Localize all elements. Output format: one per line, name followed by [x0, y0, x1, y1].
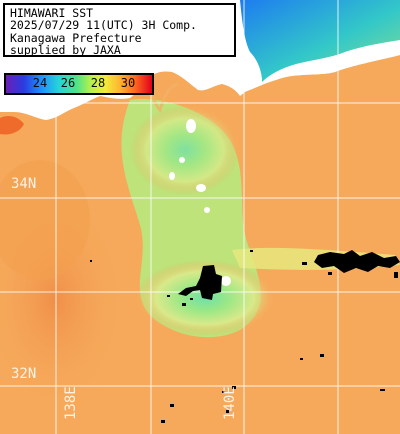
- land-kozushima: [196, 184, 206, 192]
- cloud-mask-speck: [380, 389, 385, 391]
- color-scale-tick-28: 28: [90, 76, 106, 90]
- land-mikurajima: [221, 276, 231, 286]
- cloud-mask-speck: [182, 303, 186, 306]
- map-title: HIMAWARI SST: [10, 6, 94, 20]
- lon-label-138e: 138E: [63, 386, 79, 420]
- cloud-mask-speck: [302, 262, 307, 265]
- lat-label-32n: 32N: [11, 366, 37, 382]
- cloud-mask-speck: [320, 354, 324, 357]
- color-scale-tick-26: 26: [60, 76, 76, 90]
- land-miyakejima: [204, 207, 210, 213]
- color-scale-legend: 24 26 28 30: [4, 73, 154, 95]
- cloud-mask-central: [178, 265, 222, 300]
- color-scale-tick-30: 30: [120, 76, 136, 90]
- map-timestamp: 2025/07/29 11(UTC) 3H Comp.: [10, 18, 197, 33]
- cloud-mask-speck: [222, 391, 225, 393]
- cloud-mask-east-band: [314, 250, 400, 273]
- lon-label-140e: 140E: [222, 386, 238, 420]
- cloud-mask-speck: [170, 404, 174, 407]
- bay-water: [240, 0, 400, 82]
- cloud-mask-speck: [226, 410, 229, 413]
- cloud-mask-speck: [161, 420, 165, 423]
- coastal-warm-patch-west: [0, 116, 24, 135]
- cloud-mask-speck: [190, 298, 193, 300]
- color-scale-tick-24: 24: [32, 76, 48, 90]
- land-boso: [262, 40, 400, 83]
- land-boso-tip: [248, 52, 262, 82]
- cloud-mask-speck: [90, 260, 92, 262]
- lat-label-34n: 34N: [11, 176, 37, 192]
- cool-eddy-north: [130, 105, 240, 195]
- map-source: supplied by JAXA: [10, 42, 121, 57]
- color-scale-bar: [4, 73, 154, 95]
- cloud-mask: [90, 250, 400, 423]
- map-title-block: HIMAWARI SST 2025/07/29 11(UTC) 3H Comp.…: [3, 3, 236, 57]
- land-toshima: [179, 157, 185, 163]
- cloud-mask-speck: [250, 250, 253, 252]
- cloud-mask-speck: [232, 386, 236, 389]
- cloud-mask-speck: [300, 358, 303, 360]
- map-region: Kanagawa Prefecture: [10, 30, 142, 45]
- cloud-mask-speck: [328, 272, 332, 275]
- land-izu-oshima: [186, 119, 196, 133]
- cloud-mask-speck: [167, 295, 170, 297]
- cloud-mask-speck: [394, 272, 398, 278]
- land-niijima: [169, 172, 175, 180]
- warm-region-west: [0, 160, 90, 280]
